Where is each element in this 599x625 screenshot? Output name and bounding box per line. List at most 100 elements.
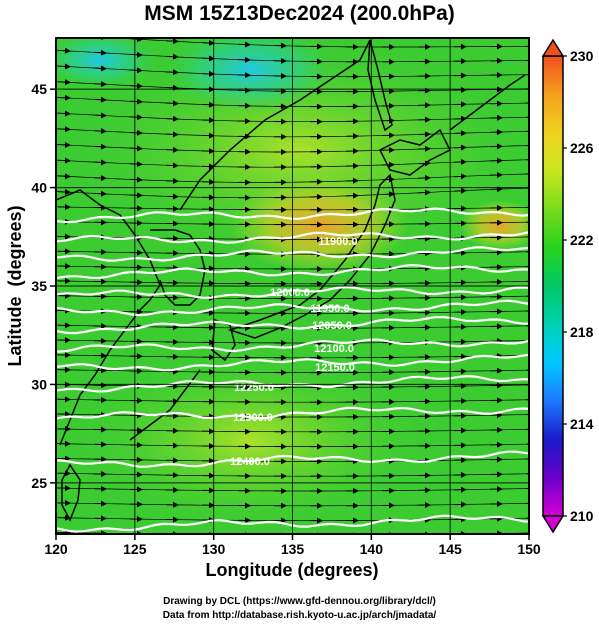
wind-arrow (129, 161, 143, 168)
colorbar-tick-label: 210 (570, 508, 594, 524)
x-axis-label: Longitude (degrees) (205, 560, 378, 580)
colorbar-bottom-arrow (541, 515, 565, 534)
coastline-sakhalin (367, 39, 393, 132)
wind-arrow (453, 187, 467, 194)
y-tick-label: 35 (31, 278, 47, 294)
wind-arrow (165, 38, 179, 45)
credit-data-source: Data from http://database.rish.kyoto-u.a… (162, 610, 437, 621)
wind-arrow (57, 47, 71, 54)
contour-line (56, 246, 529, 262)
x-tick-label: 130 (202, 541, 226, 557)
contour-label: 12250.0 (234, 382, 274, 394)
wind-arrow (129, 82, 143, 89)
coastline-korea (150, 229, 206, 306)
field-layer (56, 38, 529, 534)
wind-arrow (93, 159, 107, 166)
contour-label: 12300.0 (233, 412, 273, 424)
wind-arrow (57, 173, 71, 180)
contour-line (56, 263, 529, 280)
wind-arrow (165, 69, 179, 76)
colorbar-tick-label: 222 (570, 232, 594, 248)
colorbar-tick-label: 226 (570, 140, 594, 156)
wind-arrow (64, 38, 71, 39)
colorbar-ticks: 230 226 222 218 214 210 (563, 48, 594, 524)
wind-arrow (201, 39, 215, 46)
contour-line (56, 450, 529, 468)
wind-arrow (417, 189, 431, 196)
x-axis-ticks: 120 125 130 135 140 145 150 (44, 534, 541, 557)
height-contours (56, 207, 529, 533)
contour-line (56, 207, 529, 224)
contour-label: 12100.0 (314, 343, 354, 355)
contour-label: 12400.0 (230, 456, 270, 468)
contour-label: 12050.0 (312, 320, 352, 332)
wind-arrow (165, 84, 179, 91)
contour-line (56, 353, 529, 372)
y-axis-ticks: 25 30 35 40 45 (31, 81, 56, 491)
y-axis-label: Latitude (degrees) (5, 205, 25, 366)
wind-arrow (93, 143, 107, 150)
cold-area-west (56, 38, 160, 90)
y-tick-label: 45 (31, 81, 47, 97)
wind-arrow (93, 81, 107, 88)
wind-arrow (93, 112, 107, 119)
wind-arrow (129, 129, 143, 136)
wind-arrow (93, 128, 107, 135)
wind-arrow (129, 51, 143, 58)
wind-arrow (93, 65, 107, 72)
colorbar-tick-label: 214 (570, 416, 594, 432)
wind-arrow (57, 110, 71, 117)
wind-arrow (165, 115, 179, 122)
contour-line (56, 299, 529, 317)
colorbar-body (542, 55, 564, 517)
contour-label: 11950.0 (310, 303, 349, 315)
contour-labels: 11900.0 12000.0 11950.0 12050.0 12100.0 … (230, 236, 357, 468)
wind-arrow (57, 79, 71, 86)
x-tick-label: 150 (517, 541, 541, 557)
wind-arrow (165, 53, 179, 60)
colorbar-top-arrow (541, 38, 565, 57)
wind-arrow (57, 188, 71, 195)
colorbar-tick-label: 218 (570, 324, 594, 340)
x-tick-label: 140 (360, 541, 384, 557)
credit-dcl: Drawing by DCL (https://www.gfd-dennou.o… (163, 596, 436, 607)
contour-label: 12150.0 (315, 362, 355, 374)
contour-line (56, 406, 529, 420)
coastline-taiwan (61, 463, 81, 522)
colorbar-tick-label: 230 (570, 48, 594, 64)
contour-line (56, 514, 529, 533)
x-tick-label: 120 (44, 541, 68, 557)
y-tick-label: 40 (31, 180, 47, 196)
wind-arrow (381, 191, 395, 198)
yellowish-band-south (70, 350, 430, 530)
contour-line (56, 230, 529, 244)
contour-label: 12000.0 (270, 287, 310, 299)
wind-arrow (93, 190, 107, 197)
wind-arrow (129, 114, 143, 121)
wind-arrow (57, 157, 71, 164)
wind-arrow (57, 94, 71, 101)
x-tick-label: 135 (281, 541, 305, 557)
wind-arrow (57, 141, 71, 148)
coastline-asia (56, 189, 161, 446)
coastline-russia (179, 39, 371, 211)
wind-arrow (57, 63, 71, 70)
wind-arrow (129, 67, 143, 74)
wind-arrow (453, 173, 467, 180)
wind-arrow (165, 100, 179, 107)
wind-arrow (93, 175, 107, 182)
chart-title: MSM 15Z13Dec2024 (200.0hPa) (144, 2, 455, 25)
colorbar: 230 226 222 218 214 210 (541, 38, 594, 534)
wind-arrow (417, 174, 431, 181)
wind-arrow (201, 55, 215, 62)
contour-line (56, 285, 529, 299)
wind-arrow (57, 126, 71, 133)
contour-label: 11900.0 (318, 236, 357, 248)
contour-line (56, 315, 529, 335)
wind-arrow (129, 98, 143, 105)
contour-line (56, 338, 529, 353)
x-tick-label: 125 (123, 541, 147, 557)
wind-arrow (93, 49, 107, 56)
y-tick-label: 30 (31, 376, 47, 392)
coastline-kurils (449, 74, 526, 131)
